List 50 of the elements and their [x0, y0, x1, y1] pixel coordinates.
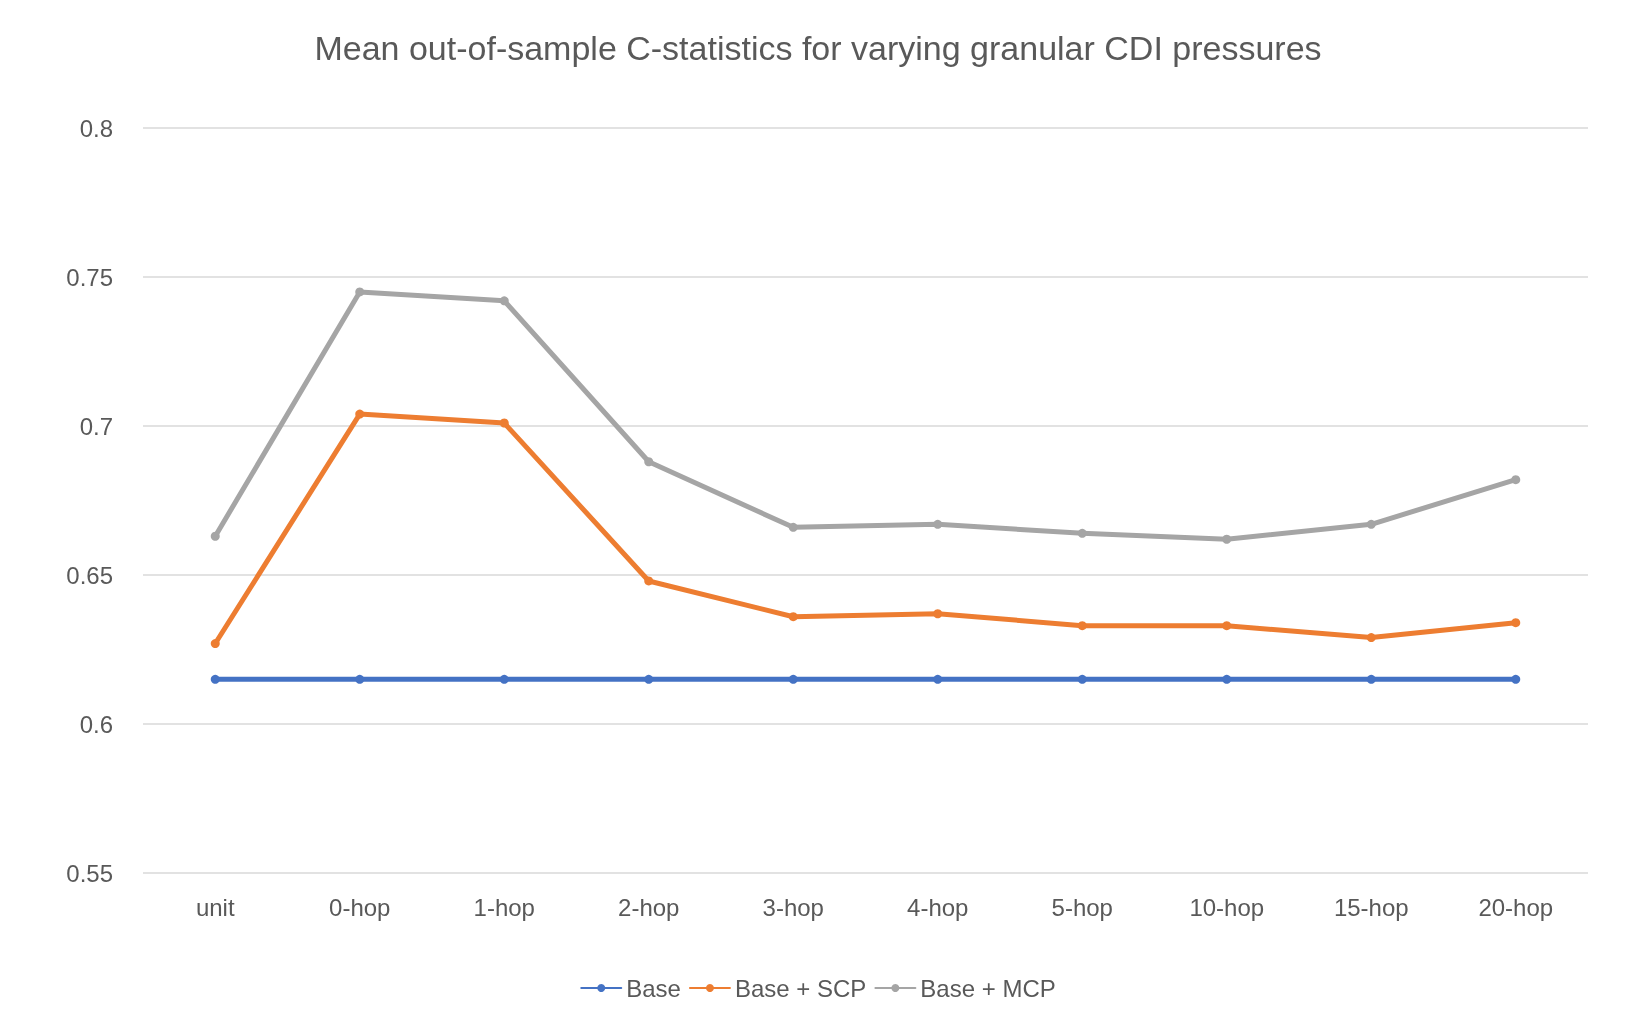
point	[788, 522, 798, 532]
point	[499, 296, 509, 306]
point	[1222, 534, 1232, 544]
x-tick-label: 5-hop	[1051, 893, 1113, 921]
point	[1222, 674, 1232, 684]
point	[644, 457, 654, 467]
point	[210, 531, 220, 541]
point	[1511, 618, 1521, 628]
point	[1366, 633, 1376, 643]
point	[933, 609, 943, 619]
point	[788, 612, 798, 622]
x-tick-label: 1-hop	[473, 893, 535, 921]
legend-label: Base + SCP	[734, 974, 867, 1002]
x-tick-label: 0-hop	[329, 893, 391, 921]
point	[499, 674, 509, 684]
y-tick-label: 0.55	[66, 859, 113, 887]
y-tick-label: 0.6	[79, 710, 113, 738]
point	[1077, 621, 1087, 631]
point	[355, 674, 365, 684]
point	[1366, 674, 1376, 684]
legend-label: Base + MCP	[920, 974, 1056, 1002]
x-tick-label: 10-hop	[1189, 893, 1265, 921]
point	[1077, 528, 1087, 538]
point	[1511, 674, 1521, 684]
x-tick-label: 15-hop	[1333, 893, 1409, 921]
point	[933, 674, 943, 684]
point	[1366, 519, 1376, 529]
point	[1511, 475, 1521, 485]
point	[1077, 674, 1087, 684]
point	[355, 287, 365, 297]
x-tick-label: 4-hop	[907, 893, 969, 921]
legend-label: Base	[626, 974, 681, 1002]
point	[788, 674, 798, 684]
x-tick-label: 20-hop	[1478, 893, 1554, 921]
x-tick-label: 3-hop	[762, 893, 824, 921]
point	[210, 674, 220, 684]
chart-title: Mean out-of-sample C-statistics for varying granular CDI pressures	[314, 29, 1322, 67]
point	[1222, 621, 1232, 631]
y-tick-label: 0.75	[66, 263, 113, 291]
y-tick-label: 0.7	[79, 412, 113, 440]
point	[210, 639, 220, 649]
point	[499, 418, 509, 428]
x-tick-label: unit	[195, 893, 235, 921]
point	[644, 576, 654, 586]
point	[644, 674, 654, 684]
point	[355, 409, 365, 419]
y-tick-label: 0.65	[66, 561, 113, 589]
y-tick-label: 0.8	[79, 114, 113, 142]
point	[933, 519, 943, 529]
x-tick-label: 2-hop	[618, 893, 680, 921]
